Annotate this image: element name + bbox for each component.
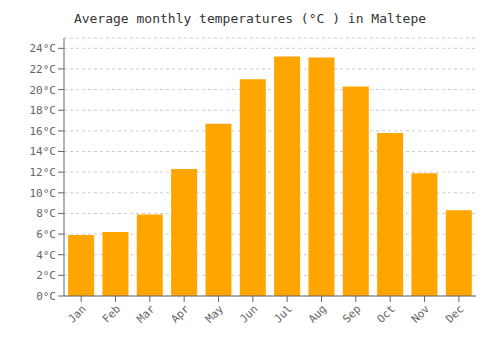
svg-text:24°C: 24°C [30, 42, 57, 55]
svg-text:Feb: Feb [100, 302, 123, 325]
html-text:Average monthly temperatures (: Average monthly temperatures (°C ) in Ma… [73, 11, 427, 26]
svg-text:Nov: Nov [409, 302, 433, 326]
svg-text:4°C: 4°C [36, 249, 56, 262]
svg-text:Aug: Aug [306, 302, 329, 325]
svg-text:Jul: Jul [272, 302, 295, 325]
svg-text:Oct: Oct [375, 302, 398, 325]
svg-text:May: May [203, 302, 227, 326]
svg-text:0°C: 0°C [36, 290, 56, 303]
svg-text:18°C: 18°C [30, 104, 57, 117]
svg-text:22°C: 22°C [30, 63, 57, 76]
svg-text:16°C: 16°C [30, 125, 57, 138]
svg-text:10°C: 10°C [30, 187, 57, 200]
svg-text:Sep: Sep [340, 302, 363, 325]
svg-text:6°C: 6°C [36, 228, 56, 241]
svg-text:Jan: Jan [66, 302, 89, 325]
svg-text:20°C: 20°C [30, 84, 57, 97]
svg-text:Jun: Jun [237, 302, 260, 325]
svg-text:14°C: 14°C [30, 145, 57, 158]
svg-text:2°C: 2°C [36, 269, 56, 282]
svg-text:Apr: Apr [169, 302, 193, 326]
svg-text:12°C: 12°C [30, 166, 57, 179]
svg-text:Dec: Dec [443, 302, 466, 325]
svg-text:8°C: 8°C [36, 207, 56, 220]
svg-text:Mar: Mar [134, 302, 158, 326]
